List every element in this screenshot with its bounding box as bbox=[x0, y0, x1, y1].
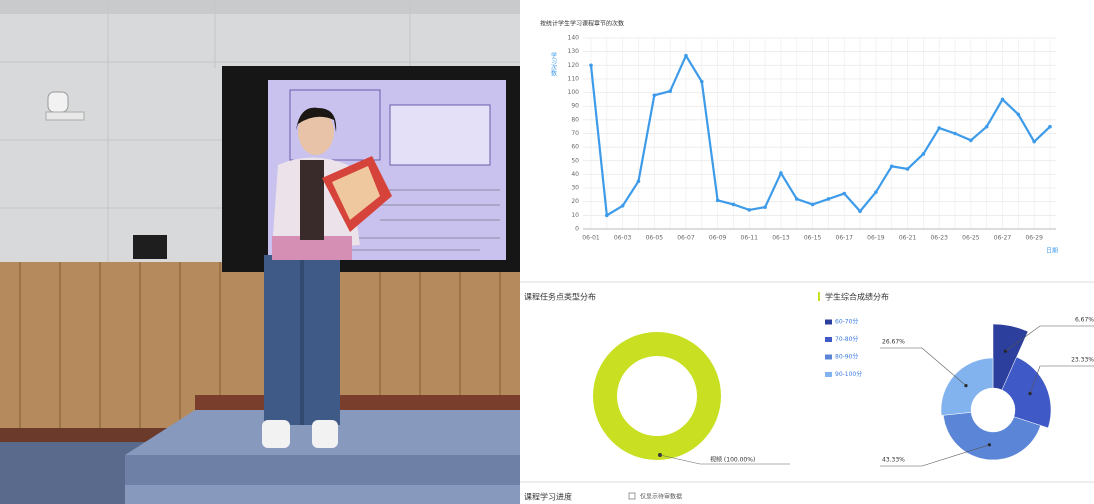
label-dot bbox=[987, 443, 991, 447]
label-line bbox=[1005, 325, 1094, 352]
data-point bbox=[636, 179, 641, 184]
y-tick-label: 10 bbox=[571, 212, 579, 219]
legend-swatch bbox=[825, 319, 832, 325]
data-point bbox=[715, 198, 720, 203]
label-line bbox=[880, 444, 990, 467]
data-point bbox=[731, 202, 736, 207]
data-point bbox=[1048, 124, 1052, 129]
y-tick-label: 0 bbox=[575, 226, 579, 233]
x-tick-label: 06-13 bbox=[772, 235, 790, 242]
data-point bbox=[1032, 139, 1036, 144]
y-tick-label: 60 bbox=[571, 144, 579, 151]
photo bbox=[0, 0, 520, 504]
legend-label: 60-70分 bbox=[835, 318, 858, 326]
y-axis-label: 学习次数 bbox=[550, 51, 557, 77]
x-tick-label: 06-05 bbox=[646, 235, 664, 242]
x-tick-label: 06-27 bbox=[994, 235, 1012, 242]
data-point bbox=[874, 190, 878, 194]
data-point bbox=[747, 208, 752, 212]
data-point bbox=[953, 131, 957, 136]
x-tick-label: 06-21 bbox=[899, 235, 917, 242]
section-title: 课程学习进度 bbox=[524, 492, 572, 502]
data-point bbox=[794, 197, 799, 201]
data-point bbox=[858, 209, 862, 214]
legend-label: 90-100分 bbox=[835, 370, 862, 378]
x-tick-label: 06-01 bbox=[582, 235, 600, 242]
legend-swatch bbox=[825, 372, 832, 377]
x-tick-label: 06-09 bbox=[709, 235, 727, 242]
data-point bbox=[620, 204, 625, 208]
y-tick-label: 90 bbox=[571, 103, 579, 110]
label-line bbox=[880, 347, 967, 386]
x-tick-label: 06-19 bbox=[867, 235, 885, 242]
chart-title: 按统计学生学习课程章节的次数 bbox=[540, 20, 624, 28]
x-tick-label: 06-03 bbox=[614, 235, 632, 242]
value-label: 43.33% bbox=[882, 457, 905, 464]
y-tick-label: 80 bbox=[571, 116, 579, 123]
x-tick-label: 06-29 bbox=[1025, 235, 1043, 242]
data-point bbox=[969, 138, 973, 143]
legend-label: 80-90分 bbox=[835, 353, 858, 361]
data-point bbox=[921, 152, 926, 156]
value-label: 26.67% bbox=[882, 339, 905, 346]
data-point bbox=[652, 93, 657, 98]
data-line bbox=[589, 53, 1051, 218]
data-point bbox=[810, 202, 815, 207]
pie-slice bbox=[593, 332, 721, 460]
y-tick-label: 40 bbox=[571, 171, 579, 178]
y-tick-label: 20 bbox=[571, 198, 579, 205]
data-point bbox=[984, 124, 989, 129]
y-tick-label: 140 bbox=[568, 35, 580, 42]
x-tick-label: 06-23 bbox=[930, 235, 948, 242]
y-tick-label: 70 bbox=[571, 130, 579, 137]
x-tick-label: 06-17 bbox=[836, 235, 854, 242]
title-bar bbox=[818, 292, 820, 301]
data-point bbox=[589, 63, 593, 68]
data-point bbox=[668, 89, 672, 94]
legend-swatch bbox=[825, 354, 832, 360]
legend-swatch bbox=[825, 337, 832, 342]
x-axis-label: 日期 bbox=[1046, 247, 1058, 255]
value-label: 6.67% bbox=[1075, 317, 1094, 324]
data-point bbox=[937, 126, 942, 130]
section-title: 课程任务点类型分布 bbox=[524, 292, 596, 302]
line-chart: 按统计学生学习课程章节的次数 学习次数 日期 0 10 20 30 40 50 60 70 80… bbox=[540, 20, 1058, 255]
x-tick-label: 06-25 bbox=[962, 235, 980, 242]
data-point bbox=[763, 205, 767, 209]
checkbox[interactable] bbox=[628, 492, 636, 500]
label-line bbox=[659, 454, 790, 465]
data-point bbox=[826, 197, 831, 201]
footer: 课程学习进度 仅显示待审数据 bbox=[520, 481, 1094, 502]
data-point bbox=[699, 79, 704, 84]
data-point bbox=[905, 167, 910, 171]
y-tick-label: 130 bbox=[568, 48, 580, 55]
y-tick-label: 110 bbox=[568, 75, 580, 82]
value-label: 23.33% bbox=[1071, 357, 1094, 364]
x-tick-label: 06-11 bbox=[741, 235, 759, 242]
data-point bbox=[684, 53, 688, 58]
value-label: 视频 (100.00%) bbox=[710, 456, 755, 464]
y-tick-label: 100 bbox=[568, 89, 580, 96]
data-point bbox=[779, 171, 783, 175]
data-point bbox=[605, 213, 609, 218]
rose-slice bbox=[1001, 356, 1052, 429]
data-point bbox=[1000, 97, 1005, 102]
y-tick-label: 30 bbox=[571, 185, 579, 192]
data-point bbox=[889, 164, 894, 169]
x-tick-label: 06-15 bbox=[804, 235, 822, 242]
rose-slice bbox=[942, 412, 1041, 461]
y-tick-label: 50 bbox=[571, 157, 579, 164]
donut-chart: 课程任务点类型分布 视频 (100.00%) bbox=[524, 292, 790, 465]
section-title: 学生综合成绩分布 bbox=[825, 292, 889, 302]
data-point bbox=[1016, 112, 1021, 117]
label-line bbox=[1029, 365, 1094, 394]
x-tick-label: 06-07 bbox=[677, 235, 695, 242]
data-point bbox=[842, 191, 847, 196]
legend-label: 70-80分 bbox=[835, 335, 858, 343]
checkbox-label[interactable]: 仅显示待审数据 bbox=[640, 493, 682, 501]
rose-chart: 学生综合成绩分布 60-70分 70-80分 80-90分 90-100分 6.67% 2… bbox=[818, 292, 1094, 467]
y-tick-label: 120 bbox=[568, 62, 580, 69]
